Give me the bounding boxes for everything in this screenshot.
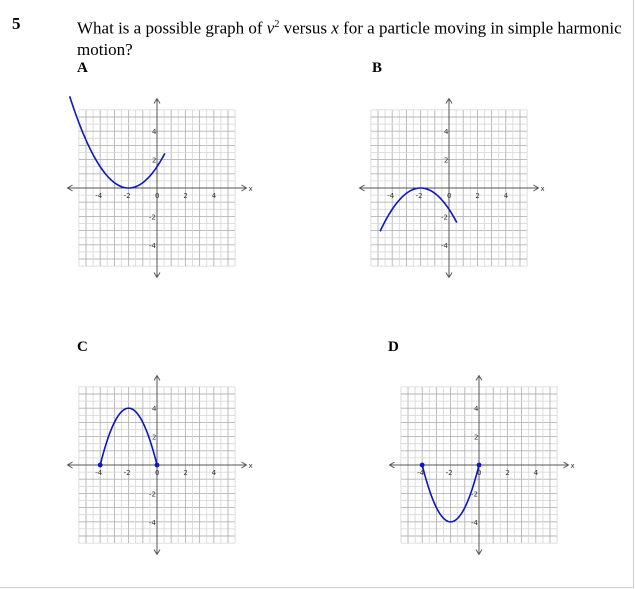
y-tick-label: 2 xyxy=(152,434,156,442)
y-tick-label: 4 xyxy=(444,128,449,136)
endpoint-dot xyxy=(97,462,103,468)
y-tick-label: -4 xyxy=(471,519,479,527)
y-tick-label: -2 xyxy=(149,213,156,221)
var-x: x xyxy=(331,18,339,38)
option-label-a[interactable]: A xyxy=(77,60,88,76)
y-arrow-up xyxy=(445,97,453,104)
y-tick-label: -2 xyxy=(441,213,448,221)
y-arrow-down xyxy=(475,549,483,556)
axes: x -4 -2 0 2 4 4 2 -2 -4 xyxy=(358,97,545,279)
axes: x -4 -2 0 2 4 4 2 -2 -4 xyxy=(66,97,253,279)
x-tick-label: 2 xyxy=(183,192,187,200)
curve-d xyxy=(421,464,480,523)
y-arrow-down xyxy=(445,272,453,279)
option-label-d[interactable]: D xyxy=(388,339,399,355)
option-label-b[interactable]: B xyxy=(372,60,383,76)
y-arrow-down xyxy=(153,272,161,279)
endpoint-dot xyxy=(154,462,160,468)
x-tick-label: 0 xyxy=(447,192,451,200)
exponent: 2 xyxy=(274,19,280,30)
y-tick-label: 4 xyxy=(152,128,157,136)
x-tick-label: -4 xyxy=(417,469,425,477)
question-text: What is a possible graph of v2 versus x … xyxy=(77,14,627,60)
axes: x -4 -2 0 2 4 4 2 -2 -4 xyxy=(66,374,253,556)
x-tick-label: -4 xyxy=(95,192,103,200)
x-axis-label: x xyxy=(570,462,574,470)
x-arrow-right xyxy=(563,461,570,469)
y-tick-label: 4 xyxy=(474,405,479,413)
y-tick-label: 2 xyxy=(444,157,448,165)
y-arrow-up xyxy=(475,374,483,381)
y-tick-label: -4 xyxy=(149,242,157,250)
y-arrow-down xyxy=(153,549,161,556)
x-axis-label: x xyxy=(540,185,544,193)
var-v: v xyxy=(266,18,275,38)
x-arrow-left xyxy=(358,184,365,192)
graph-b[interactable]: x -4 -2 0 2 4 4 2 -2 -4 xyxy=(358,96,547,279)
x-arrow-left xyxy=(66,461,73,469)
graph-d[interactable]: x -4 -2 0 2 4 4 2 -2 -4 xyxy=(388,373,577,556)
x-axis-label: x xyxy=(248,462,252,470)
y-arrow-up xyxy=(153,97,161,104)
x-tick-label: 2 xyxy=(183,469,187,477)
option-label-c[interactable]: C xyxy=(77,339,88,355)
x-tick-label: 4 xyxy=(504,192,509,200)
question-text-middle: versus xyxy=(279,18,332,38)
axes: x -4 -2 0 2 4 4 2 -2 -4 xyxy=(388,374,575,556)
x-tick-label: -2 xyxy=(446,469,453,477)
x-tick-label: 4 xyxy=(212,192,217,200)
y-tick-label: -4 xyxy=(149,519,157,527)
graph-a[interactable]: x -4 -2 0 2 4 4 2 -2 -4 xyxy=(66,96,255,279)
x-tick-label: 0 xyxy=(477,469,481,477)
curve-a xyxy=(68,96,166,189)
x-tick-label: -2 xyxy=(416,192,423,200)
x-tick-label: -4 xyxy=(387,192,395,200)
y-tick-label: 2 xyxy=(474,434,478,442)
x-arrow-right xyxy=(241,184,248,192)
y-tick-label: -2 xyxy=(471,490,478,498)
y-tick-label: 4 xyxy=(152,405,157,413)
x-arrow-left xyxy=(66,184,73,192)
x-tick-label: 2 xyxy=(505,469,509,477)
x-tick-label: -4 xyxy=(95,469,103,477)
graph-c[interactable]: x -4 -2 0 2 4 4 2 -2 -4 xyxy=(66,373,255,556)
curve-c xyxy=(99,407,158,466)
y-tick-label: 2 xyxy=(152,157,156,165)
x-tick-label: -2 xyxy=(124,469,131,477)
x-axis-label: x xyxy=(248,185,252,193)
x-tick-label: 2 xyxy=(475,192,479,200)
x-tick-label: -2 xyxy=(124,192,131,200)
endpoint-dot xyxy=(419,462,425,468)
x-arrow-right xyxy=(533,184,540,192)
question-text-after: for a particle moving in simple harmonic… xyxy=(77,18,622,59)
x-tick-label: 4 xyxy=(534,469,539,477)
endpoint-dot xyxy=(476,462,482,468)
x-tick-label: 4 xyxy=(212,469,217,477)
y-arrow-up xyxy=(153,374,161,381)
y-tick-label: -2 xyxy=(149,490,156,498)
question-text-before: What is a possible graph of xyxy=(77,18,267,38)
x-arrow-left xyxy=(388,461,395,469)
y-tick-label: -4 xyxy=(441,242,449,250)
x-tick-label: 0 xyxy=(155,192,159,200)
question-number: 5 xyxy=(12,14,21,33)
x-arrow-right xyxy=(241,461,248,469)
x-tick-label: 0 xyxy=(155,469,159,477)
curve-b xyxy=(379,187,458,232)
